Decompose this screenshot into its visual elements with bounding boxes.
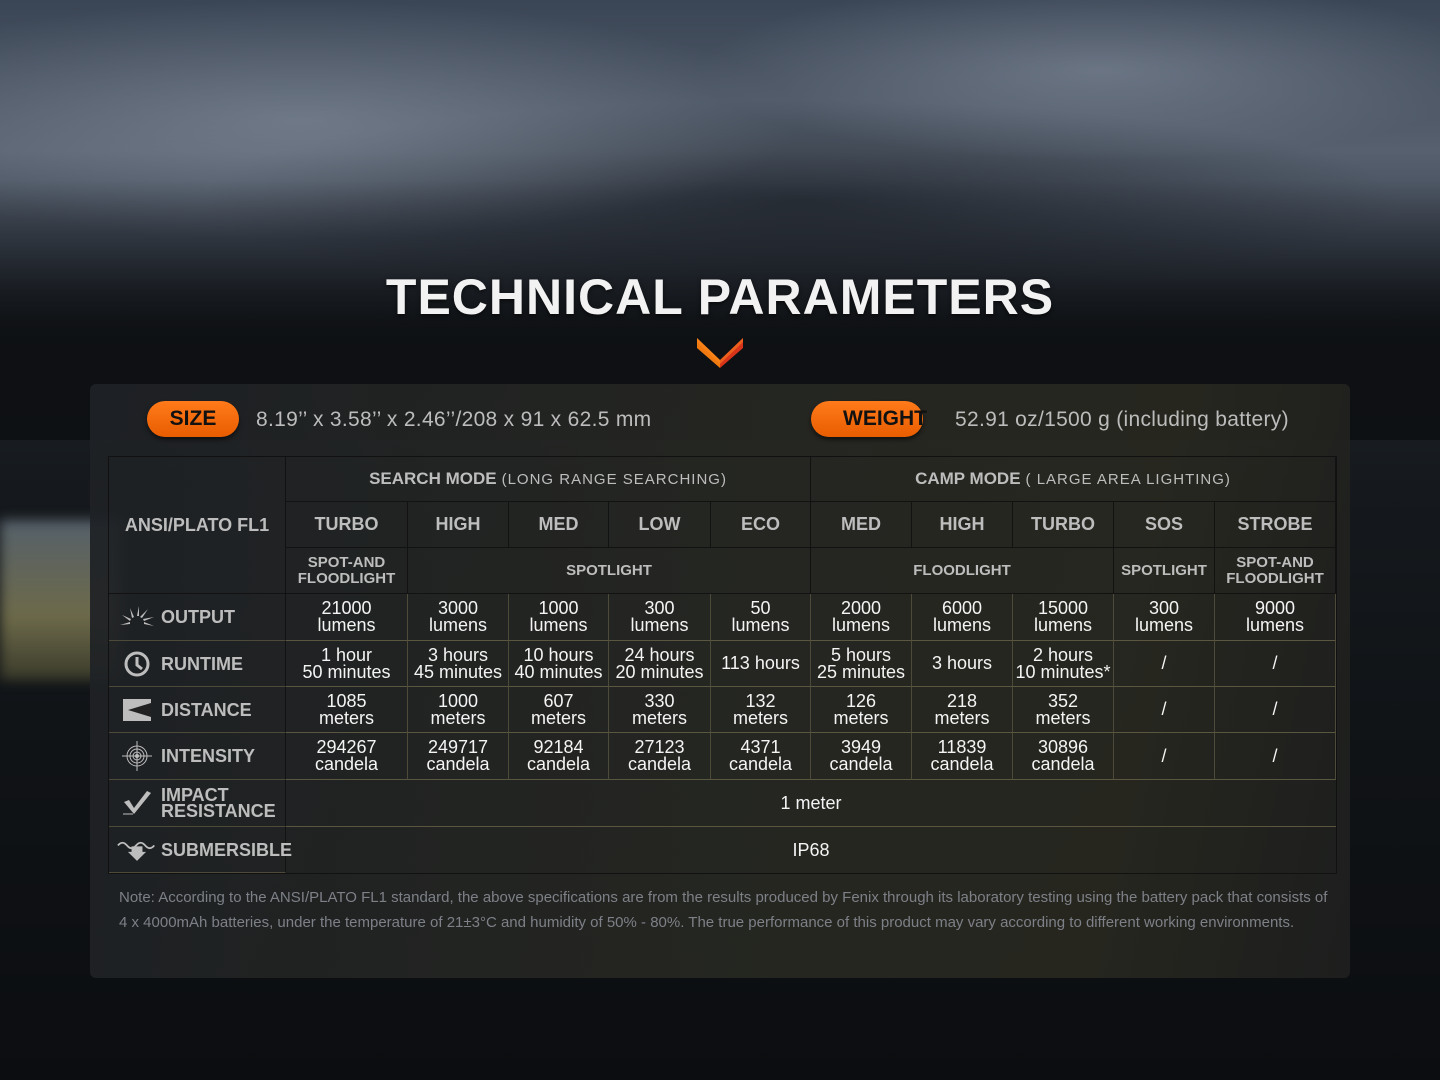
- row-label-impact-resistance: IMPACT RESISTANCE: [109, 780, 286, 827]
- level-header: HIGH: [912, 502, 1013, 548]
- row-label-text: IMPACT RESISTANCE: [161, 785, 276, 821]
- level-header: TURBO: [286, 502, 408, 548]
- table-cell: 300 lumens: [1114, 594, 1215, 641]
- mode-name: CAMP MODE: [915, 469, 1021, 488]
- table-cell: 2000 lumens: [811, 594, 912, 641]
- row-label-text: OUTPUT: [161, 607, 235, 627]
- table-cell: 2 hours 10 minutes*: [1013, 641, 1114, 687]
- table-cell: 3 hours 45 minutes: [408, 641, 509, 687]
- table-cell: 300 lumens: [609, 594, 711, 641]
- level-header: ECO: [711, 502, 811, 548]
- spec-panel: [90, 384, 1350, 978]
- table-cell: 607 meters: [509, 687, 609, 733]
- mode-header: SEARCH MODE (LONG RANGE SEARCHING): [286, 457, 811, 502]
- light-type-header: SPOT-AND FLOODLIGHT: [286, 548, 408, 594]
- table-cell: 249717 candela: [408, 733, 509, 780]
- table-cell: 330 meters: [609, 687, 711, 733]
- mode-name: SEARCH MODE: [369, 469, 497, 488]
- table-cell: 15000 lumens: [1013, 594, 1114, 641]
- light-type-header: SPOTLIGHT: [408, 548, 811, 594]
- level-header: HIGH: [408, 502, 509, 548]
- submersible-value: IP68: [792, 839, 830, 860]
- table-cell: 4371 candela: [711, 733, 811, 780]
- page-title: TECHNICAL PARAMETERS: [385, 269, 1055, 325]
- chevron-down-icon: [697, 338, 743, 368]
- table-cell: 113 hours: [711, 641, 811, 687]
- table-cell: 3000 lumens: [408, 594, 509, 641]
- weight-badge: WEIGHT: [811, 401, 927, 437]
- table-cell: 11839 candela: [912, 733, 1013, 780]
- level-header: STROBE: [1215, 502, 1336, 548]
- impact-icon: [117, 788, 157, 818]
- table-cell: 24 hours 20 minutes: [609, 641, 711, 687]
- table-cell: 132 meters: [711, 687, 811, 733]
- table-cell: 218 meters: [912, 687, 1013, 733]
- level-header: MED: [811, 502, 912, 548]
- table-cell: 352 meters: [1013, 687, 1114, 733]
- level-header: TURBO: [1013, 502, 1114, 548]
- size-badge: SIZE: [147, 401, 239, 437]
- level-header: MED: [509, 502, 609, 548]
- table-cell: /: [1114, 687, 1215, 733]
- target-icon: [117, 741, 157, 771]
- mode-header: CAMP MODE( LARGE AREA LIGHTING): [811, 457, 1336, 502]
- table-cell: 10 hours 40 minutes: [509, 641, 609, 687]
- size-value: 8.19’’ x 3.58’’ x 2.46’’/208 x 91 x 62.5…: [256, 408, 652, 431]
- table-cell: /: [1215, 641, 1336, 687]
- table-cell: 50 lumens: [711, 594, 811, 641]
- table-cell: 1000 lumens: [509, 594, 609, 641]
- light-rays-icon: [117, 602, 157, 632]
- spec-table: ANSI/PLATO FL1 SEARCH MODE (LONG RANGE SEA…: [108, 456, 1337, 874]
- light-type-header: FLOODLIGHT: [811, 548, 1114, 594]
- table-cell: 27123 candela: [609, 733, 711, 780]
- table-cell: 1085 meters: [286, 687, 408, 733]
- row-label-text: RUNTIME: [161, 653, 243, 674]
- table-cell: 1000 meters: [408, 687, 509, 733]
- table-cell: 3 hours: [912, 641, 1013, 687]
- clock-icon: [117, 649, 157, 679]
- impact-value: 1 meter: [286, 780, 1336, 827]
- row-label-distance: DISTANCE: [109, 687, 286, 733]
- table-cell: 294267 candela: [286, 733, 408, 780]
- distance-icon: [117, 695, 157, 725]
- row-label-text: DISTANCE: [161, 699, 252, 720]
- level-header: LOW: [609, 502, 711, 548]
- light-type-header: SPOT-AND FLOODLIGHT: [1215, 548, 1336, 594]
- table-cell: 126 meters: [811, 687, 912, 733]
- light-type-header: SPOTLIGHT: [1114, 548, 1215, 594]
- weight-value: 52.91 oz/1500 g (including battery): [955, 408, 1289, 431]
- table-cell: 30896 candela: [1013, 733, 1114, 780]
- table-cell: 21000 lumens: [286, 594, 408, 641]
- row-label-runtime: RUNTIME: [109, 641, 286, 687]
- mode-description: (LONG RANGE SEARCHING): [501, 470, 727, 488]
- level-header: SOS: [1114, 502, 1215, 548]
- table-cell: 1 hour 50 minutes: [286, 641, 408, 687]
- row-label-intensity: INTENSITY: [109, 733, 286, 780]
- row-label-output: OUTPUT: [109, 594, 286, 641]
- submersible-icon: [117, 835, 157, 865]
- table-cell: 3949 candela: [811, 733, 912, 780]
- footnote: Note: According to the ANSI/PLATO FL1 st…: [119, 889, 1328, 931]
- table-cell: /: [1114, 733, 1215, 780]
- table-cell: /: [1215, 733, 1336, 780]
- table-cell: 92184 candela: [509, 733, 609, 780]
- table-cell: 6000 lumens: [912, 594, 1013, 641]
- table-cell: /: [1215, 687, 1336, 733]
- table-cell: 9000 lumens: [1215, 594, 1336, 641]
- row-label-text: SUBMERSIBLE: [161, 839, 293, 860]
- table-cell: /: [1114, 641, 1215, 687]
- row-label-text: INTENSITY: [161, 746, 256, 766]
- mode-description: ( LARGE AREA LIGHTING): [1025, 470, 1231, 488]
- corner-header: ANSI/PLATO FL1: [109, 457, 286, 594]
- row-label-submersible: SUBMERSIBLE: [109, 827, 292, 873]
- table-cell: 5 hours 25 minutes: [811, 641, 912, 687]
